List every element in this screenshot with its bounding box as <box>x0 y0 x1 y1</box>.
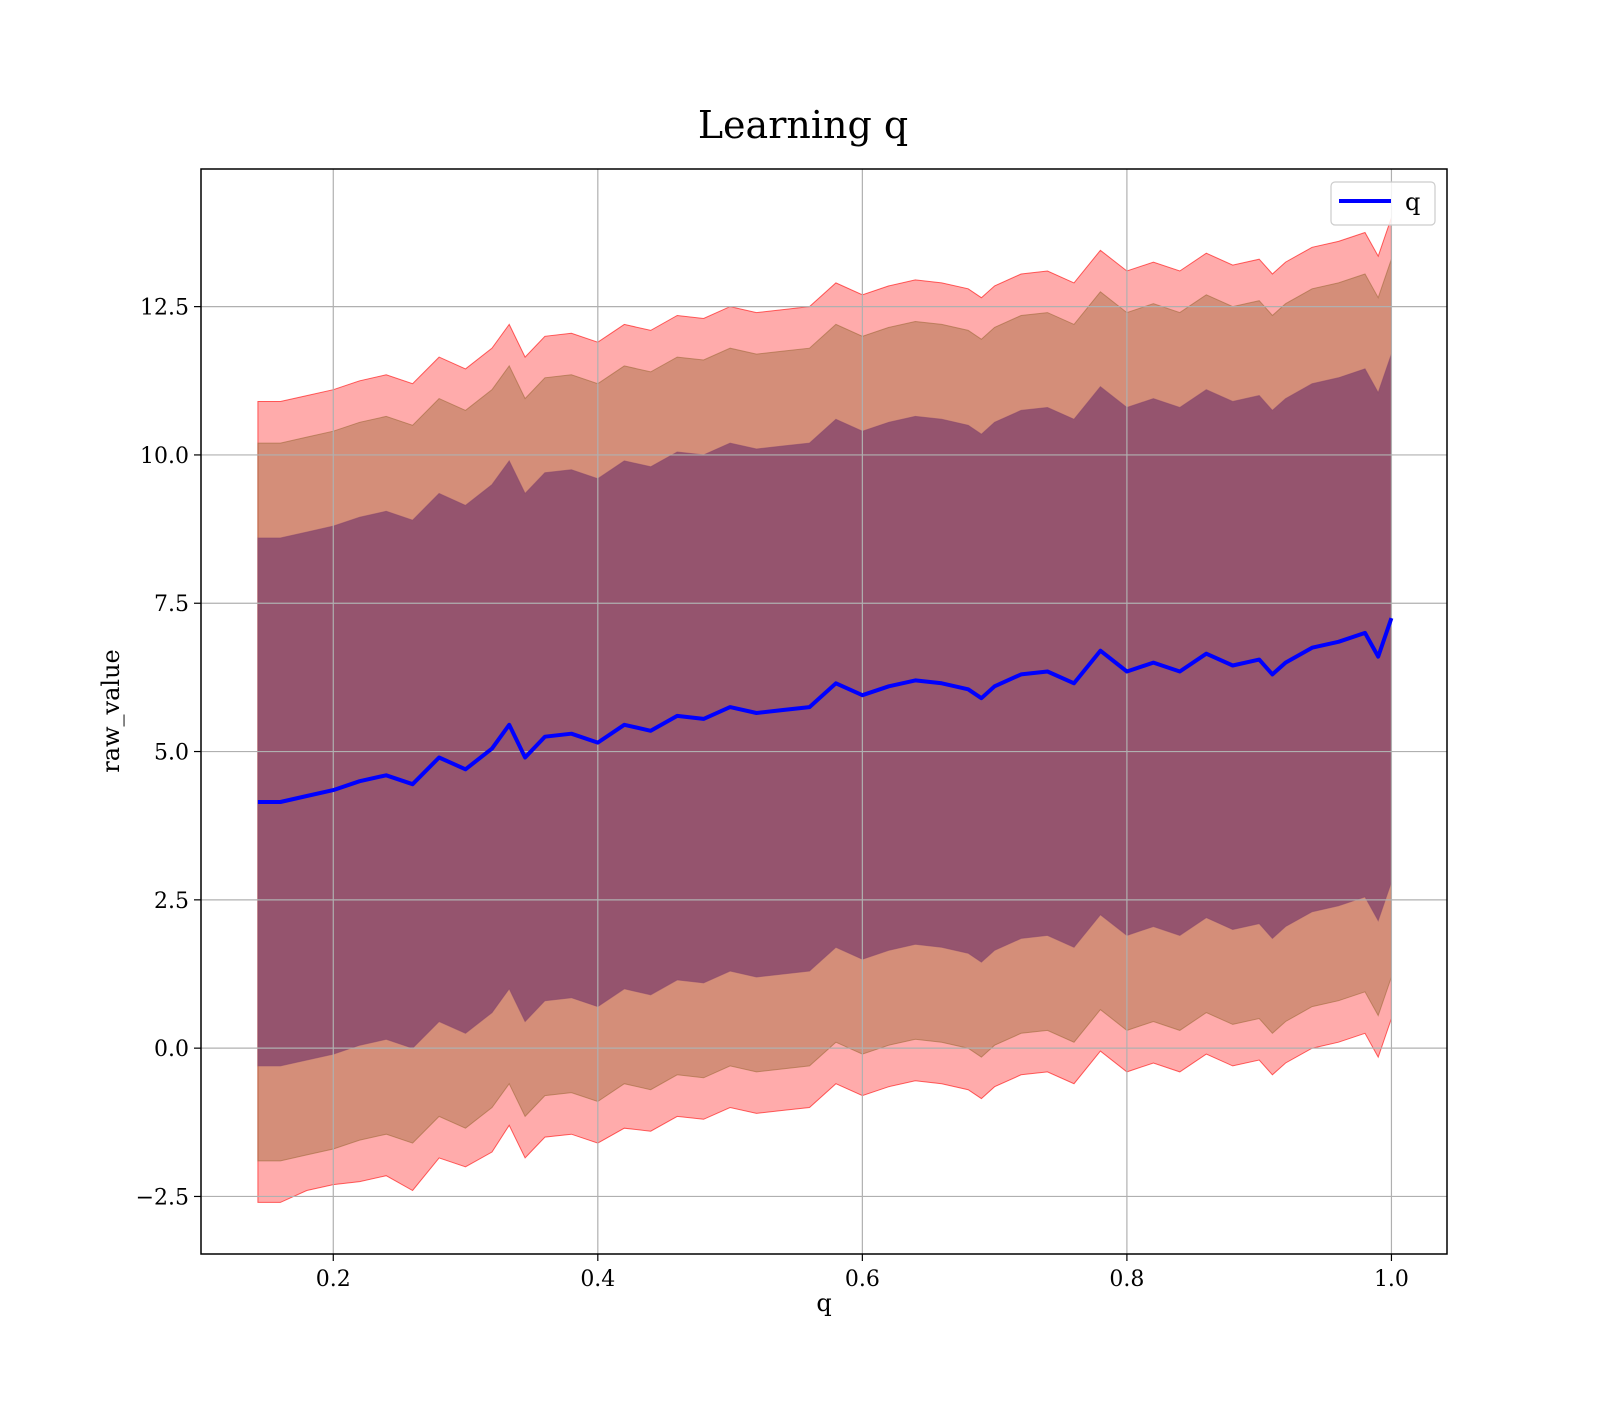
y-tick-label: 7.5 <box>154 592 189 617</box>
grid-lines <box>201 169 1447 1254</box>
y-tick-label: −2.5 <box>136 1185 189 1210</box>
x-tick-label: 1.0 <box>1374 1267 1409 1292</box>
confidence-bands <box>257 217 1392 1203</box>
x-tick-label: 0.4 <box>580 1267 615 1292</box>
y-tick-label: 2.5 <box>154 889 189 914</box>
y-tick-label: 0.0 <box>154 1037 189 1062</box>
x-tick-label: 0.8 <box>1109 1267 1144 1292</box>
series-line-q <box>257 617 1394 804</box>
legend: q <box>1330 181 1436 226</box>
plot-frame <box>200 168 1448 1255</box>
x-tick-label: 0.6 <box>845 1267 880 1292</box>
y-tick-label: 10.0 <box>140 444 189 469</box>
chart-title: Learning q <box>698 103 908 147</box>
y-axis-ticks: −2.5 0.0 2.5 5.0 7.5 10.0 12.5 <box>136 296 201 1210</box>
y-tick-label: 12.5 <box>140 296 189 321</box>
y-axis-label: raw_value <box>97 649 125 773</box>
legend-label: q <box>1405 188 1420 216</box>
y-tick-label: 5.0 <box>154 741 189 766</box>
x-axis-ticks: 0.2 0.4 0.6 0.8 1.0 <box>316 1254 1409 1292</box>
series-lines <box>257 617 1394 804</box>
plot-area <box>200 168 1448 1255</box>
legend-box <box>1330 181 1436 226</box>
x-axis-label: q <box>816 1289 831 1317</box>
x-tick-label: 0.2 <box>316 1267 351 1292</box>
